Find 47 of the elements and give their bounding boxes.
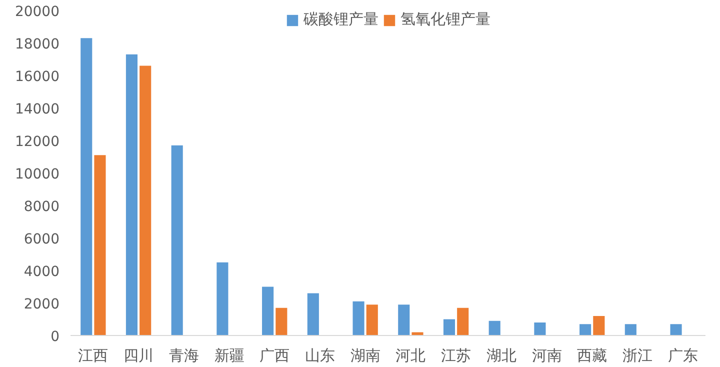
y-tick-label: 10000: [14, 166, 60, 182]
x-tick-label: 西藏: [577, 346, 608, 364]
x-tick-label: 河南: [532, 346, 562, 364]
x-tick-label: 四川: [124, 346, 154, 364]
x-tick-label: 山东: [304, 346, 335, 364]
bar: [457, 308, 469, 336]
x-tick-label: 湖北: [486, 346, 516, 364]
bar: [398, 304, 410, 336]
y-tick-label: 20000: [14, 4, 60, 20]
y-tick-label: 4000: [24, 264, 60, 280]
legend-label: 氢氧化锂产量: [400, 10, 490, 29]
y-tick-label: 2000: [24, 296, 60, 312]
x-tick-label: 江西: [78, 346, 108, 364]
y-tick-label: 12000: [14, 134, 60, 150]
bar: [593, 316, 605, 336]
y-tick-label: 6000: [24, 232, 60, 248]
bar: [171, 145, 183, 336]
y-tick-label: 8000: [24, 199, 60, 215]
y-tick-label: 0: [50, 329, 60, 345]
bar: [624, 324, 636, 336]
bar: [443, 319, 456, 336]
bar: [140, 66, 152, 336]
bar: [366, 304, 378, 336]
bar: [352, 301, 364, 336]
x-tick-label: 新疆: [214, 346, 244, 364]
legend-label: 碳酸锂产量: [304, 10, 378, 29]
bar: [580, 324, 592, 336]
x-tick-label: 湖南: [350, 346, 380, 364]
x-tick-label: 浙江: [622, 346, 652, 364]
x-tick-label: 江苏: [441, 346, 472, 364]
y-tick-label: 16000: [14, 69, 60, 85]
bar: [534, 322, 546, 336]
x-tick-label: 广西: [260, 346, 290, 364]
x-tick-label: 青海: [168, 346, 199, 364]
bar: [276, 308, 288, 336]
bar: [80, 38, 92, 336]
bar: [307, 293, 319, 336]
bar: [94, 155, 106, 336]
bar: [262, 286, 274, 336]
y-tick-label: 18000: [14, 36, 60, 52]
x-tick-label: 河北: [396, 346, 426, 364]
bar: [126, 54, 138, 336]
x-tick-label: 广东: [668, 346, 698, 364]
bar: [670, 324, 682, 336]
bar: [488, 320, 500, 336]
y-tick-label: 14000: [14, 102, 60, 118]
bar: [216, 262, 228, 336]
